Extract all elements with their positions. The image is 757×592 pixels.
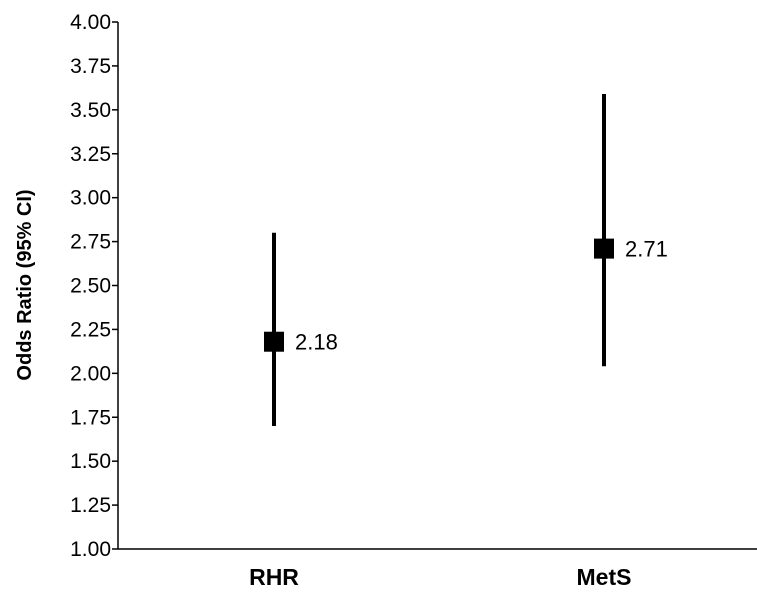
y-axis: 1.00 1.25 1.50 1.75 2.00 2.25 2.50 2.75 3.00 3.25… (70, 11, 119, 561)
y-tick-label: 1.50 (70, 450, 111, 473)
y-tick-label: 1.25 (70, 494, 111, 517)
y-tick-label: 2.25 (70, 318, 111, 341)
data-label: 2.18 (295, 330, 338, 355)
y-tick-label: 1.75 (70, 406, 111, 429)
x-category-label: RHR (249, 564, 299, 590)
y-tick-label: 3.00 (70, 187, 111, 210)
y-tick-label: 2.50 (70, 275, 111, 298)
y-tick-label: 2.00 (70, 362, 111, 385)
y-tick-label: 3.25 (70, 143, 111, 166)
y-tick-label: 2.75 (70, 231, 111, 254)
y-tick-label: 3.50 (70, 99, 111, 122)
x-axis: RHR MetS (118, 548, 757, 590)
y-tick-label: 3.75 (70, 55, 111, 78)
chart-marks: 2.18 2.71 (264, 94, 668, 427)
point-marker (594, 238, 614, 259)
x-category-label: MetS (577, 564, 632, 590)
y-tick-label: 4.00 (70, 11, 111, 34)
point-marker (264, 331, 284, 352)
y-tick-label: 1.00 (70, 538, 111, 561)
y-axis-title: Odds Ratio (95% CI) (14, 189, 36, 380)
data-label: 2.71 (625, 237, 668, 262)
